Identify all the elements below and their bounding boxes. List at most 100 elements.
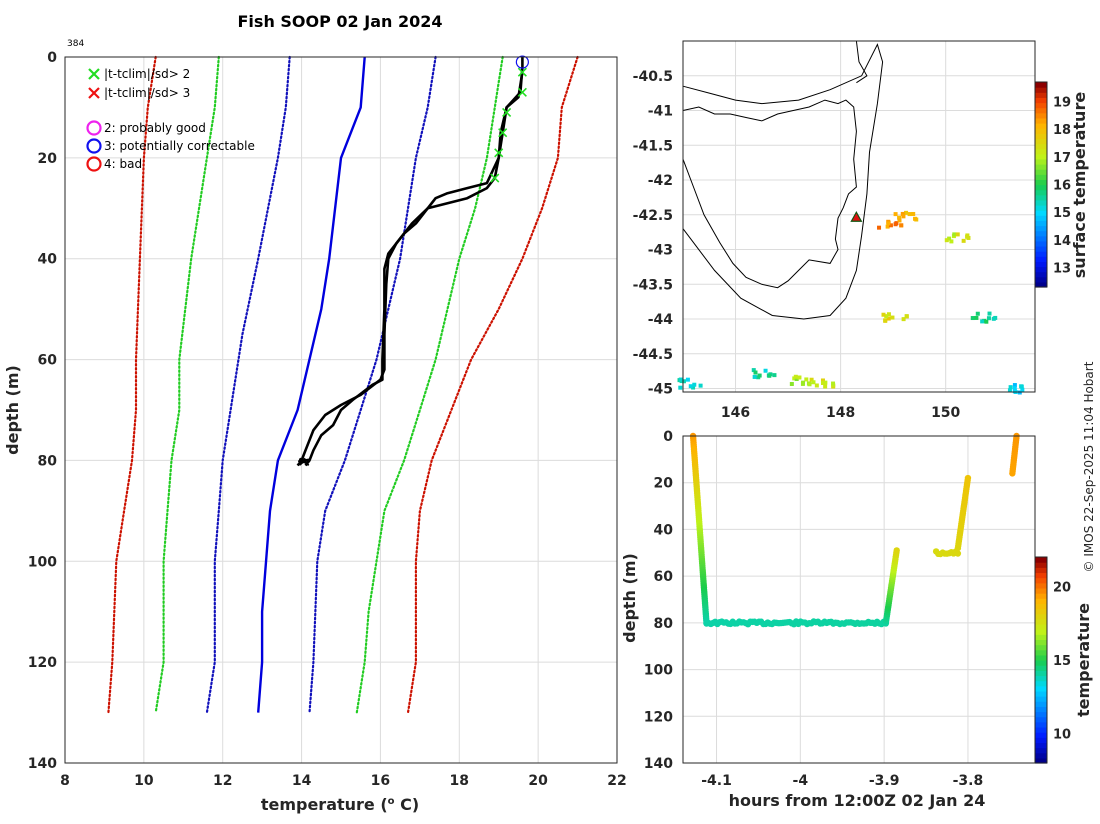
time-depth-point [893,547,900,554]
time-depth-colorbar-label: temperature [1074,603,1093,717]
map-colorbar-segment [1035,189,1047,196]
time-depth-y-tick: 80 [654,616,674,632]
map-sst-pixel [877,225,882,230]
map-sst-pixel [751,368,756,373]
time-depth-xlabel: hours from 12:00Z 02 Jan 24 [729,791,986,810]
map-y-tick: -42.5 [633,208,673,224]
profile-bottom-scribble [302,459,310,463]
time-depth-colorbar-segment [1035,629,1047,635]
map-colorbar-segment [1035,174,1047,180]
map-colorbar-segment [1035,281,1047,288]
map-y-tick: -42 [648,173,673,189]
time-depth-y-tick: 140 [644,756,673,772]
profile-ticks: 8 10 12 14 16 18 20 22 0 20 40 60 80 100 120 140 [28,50,627,789]
map-sst-pixel [949,239,954,244]
time-depth-y-tick: 60 [654,569,674,585]
time-depth-y-tick: 20 [654,476,674,492]
map-ticks: 146 148 150 -40.5 -41 -41.5 -42 -42.5 -43 -43.5 -4… [633,69,961,421]
profile-x-tick: 20 [528,773,548,789]
legend-x-marker [88,87,100,99]
profile-flags [490,55,529,183]
map-sst-pixel [886,312,891,317]
map-sst-pixel [688,384,693,389]
map-sst-pixel [901,214,906,219]
time-depth-y-tick: 100 [644,663,673,679]
map-sst-pixel [991,316,996,321]
time-depth-colorbar-segment [1035,670,1047,677]
map-sst-pixel [980,319,985,324]
map-sst-pixel [793,374,798,379]
time-depth-colorbar-segment [1035,660,1047,666]
map-sst-pixel [797,375,802,380]
map-sst-pixel [886,221,891,226]
legend-circle-marker [86,138,102,154]
profile-x-tick: 12 [213,773,232,789]
map-colorbar-segment [1035,158,1047,165]
map-sst-pixel [1012,383,1017,388]
imos-credit: © IMOS 22-Sep-2025 11:04 Hobart [1082,361,1096,572]
map-ship-marker [850,211,863,222]
map-sst-pixel [904,210,909,215]
map-colorbar-segment [1035,210,1047,216]
map-colorbar-segment [1035,251,1047,257]
profile-flag-marker [502,107,512,118]
time-depth-colorbar-tick: 15 [1053,654,1071,669]
time-depth-x-tick: -3.9 [869,773,900,789]
map-sst-pixel [804,377,809,382]
map-panel: 146 148 150 -40.5 -41 -41.5 -42 -42.5 -43 -43.5 -4… [633,40,1089,421]
profile-x-tick: 16 [371,773,390,789]
profile-title: Fish SOOP 02 Jan 2024 [238,12,443,31]
map-colorbar-segment [1035,112,1047,119]
map-colorbar-segment [1035,97,1047,104]
time-depth-colorbar-segment [1035,742,1047,749]
map-sst-pixel [961,238,966,243]
map-colorbar-segment [1035,194,1047,201]
map-sst-pixel [1008,385,1013,390]
time-depth-y-tick: 120 [644,709,673,725]
map-colorbar-tick: 13 [1053,262,1071,277]
map-sst-pixel [763,368,768,373]
map-y-tick: -40.5 [633,69,673,85]
map-colorbar-segment [1035,256,1047,262]
map-sst-pixel [883,318,888,323]
time-depth-colorbar-segment [1035,665,1047,671]
profile-y-tick: 100 [28,554,57,570]
time-depth-colorbar-segment [1035,557,1047,563]
map-colorbar-segment [1035,92,1047,98]
map-sst-pixel [772,373,777,378]
map-sst-pixel [820,378,825,383]
profile-y-tick: 40 [38,252,58,268]
time-depth-x-tick: -3.8 [953,773,984,789]
profile-flag-marker [517,87,527,97]
time-depth-colorbar-segment [1035,577,1047,584]
map-colorbar-segment [1035,148,1047,155]
map-colorbar-segment [1035,215,1047,221]
time-depth-ticks: -4.1 -4 -3.9 -3.8 0 20 40 60 80 100 120 140 [644,429,983,789]
time-depth-colorbar-segment [1035,757,1047,764]
time-depth-colorbar-segment [1035,685,1047,692]
map-colorbar-segment [1035,261,1047,268]
map-sst-pixel [807,382,812,387]
map-shelf-contour [682,43,884,320]
time-depth-y-tick: 0 [663,429,673,445]
map-sst-pixel [691,385,696,390]
time-depth-x-tick: -4 [793,773,809,789]
map-sst-pixel [881,312,886,317]
time-depth-colorbar-frame [1034,556,1048,764]
profile-x-tick: 14 [292,773,312,789]
map-colorbar-segment [1035,117,1047,124]
map-sst-pixel [913,216,918,221]
map-colorbar-segment [1035,199,1047,206]
map-sst-pixel [885,224,890,229]
profile-x-tick: 10 [134,773,154,789]
map-sst-pixel [698,383,703,388]
map-x-tick: 146 [721,405,750,421]
map-colorbar-segment [1035,153,1047,160]
legend-label: |t-tclim|/sd> 2 [104,67,190,81]
map-sst-pixel [955,232,960,237]
time-depth-colorbar-segment [1035,726,1047,733]
time-depth-colorbar-segment [1035,572,1047,579]
map-colorbar-segment [1035,230,1047,237]
time-depth-colorbar-segment [1035,618,1047,625]
